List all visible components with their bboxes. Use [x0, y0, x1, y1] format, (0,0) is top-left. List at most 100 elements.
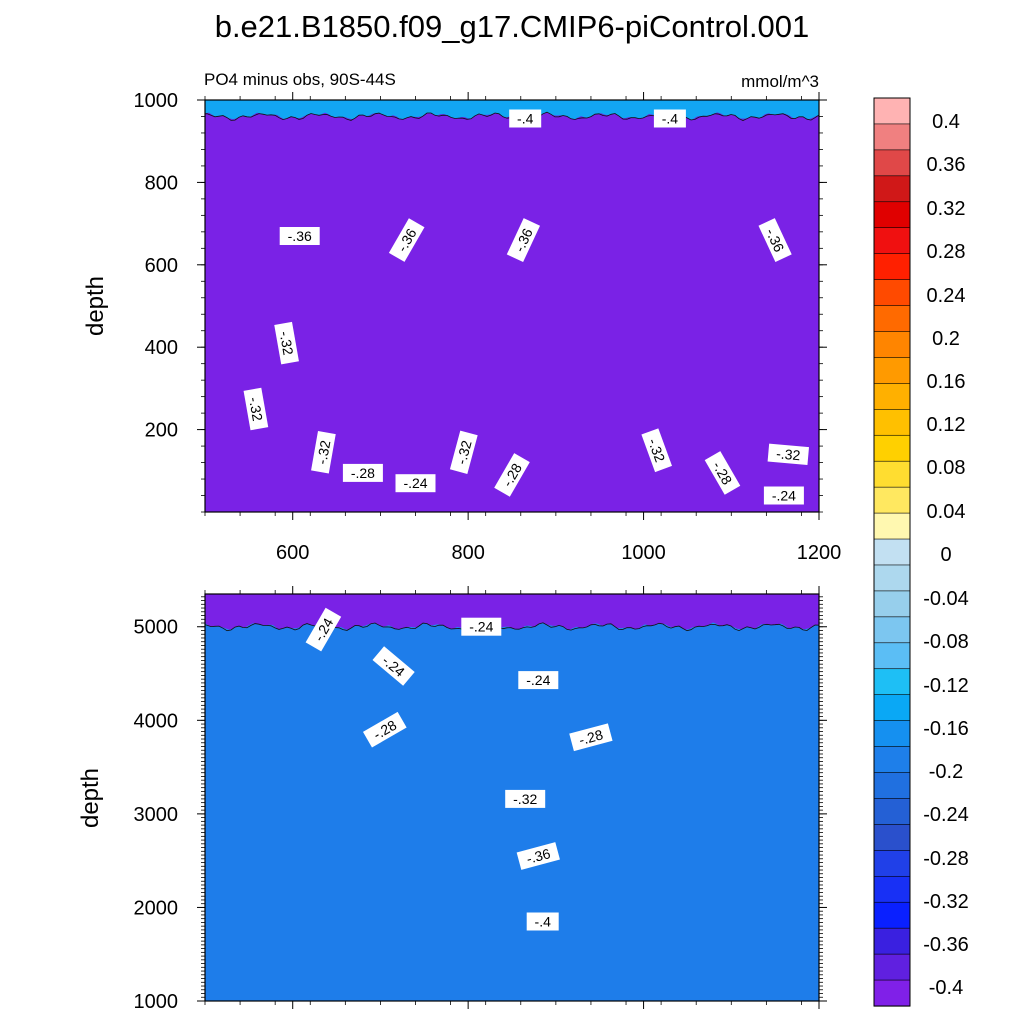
colorbar-label: 0.12	[927, 414, 966, 436]
colorbar-swatch	[873, 616, 911, 644]
contour-label-box	[505, 789, 546, 808]
upper-plot-frame	[204, 99, 820, 513]
colorbar-label: 0.24	[927, 285, 966, 307]
colorbar-swatch	[873, 331, 911, 359]
contour-label-box	[506, 218, 541, 263]
contour-label-text: -.32	[453, 438, 475, 466]
contour-label-text: -.36	[288, 228, 312, 244]
lower-y-tick-label: 1000	[134, 991, 179, 1013]
contour-label: -.24	[461, 617, 502, 636]
contour-label-box	[526, 912, 559, 931]
colorbar-swatch	[873, 850, 911, 877]
contour-label-box	[279, 227, 320, 245]
upper-y-axis-label: depth	[82, 276, 109, 336]
contour-label-box	[758, 218, 792, 263]
colorbar-label: -0.08	[923, 631, 969, 653]
colorbar-label: 0	[940, 544, 951, 566]
colorbar-swatch	[873, 512, 911, 540]
contour-label-text: -.24	[772, 488, 796, 504]
lower-contour-fill	[205, 594, 819, 1001]
contour-label-text: -.32	[645, 436, 668, 464]
lower-contour-band	[205, 622, 819, 1001]
colorbar-swatch	[873, 824, 911, 851]
contour-label-box	[372, 646, 415, 686]
contour-label-box	[569, 723, 613, 752]
contour-label-text: -.36	[525, 845, 553, 867]
colorbar-label: -0.12	[923, 675, 969, 697]
contour-label-box	[763, 486, 804, 505]
contour-label-box	[305, 607, 342, 652]
upper-contour-band	[205, 112, 819, 512]
contour-label-box	[274, 321, 299, 365]
contour-label: -.32	[243, 387, 269, 431]
contour-label-text: -.4	[535, 914, 552, 930]
colorbar-swatch	[873, 227, 911, 255]
contour-label-box	[342, 463, 383, 482]
contour-label-box	[767, 443, 810, 466]
contour-label-text: -.28	[577, 726, 605, 748]
contour-label-box	[653, 109, 686, 128]
colorbar-label: -0.2	[929, 761, 963, 783]
colorbar-label: -0.16	[923, 718, 969, 740]
colorbar-swatch	[873, 979, 911, 1007]
colorbar-swatch	[873, 97, 911, 125]
upper-subtitle-left: PO4 minus obs, 90S-44S	[204, 70, 396, 89]
colorbar-swatch	[873, 305, 911, 333]
colorbar-label: -0.4	[929, 977, 963, 999]
colorbar-label: 0.4	[932, 111, 960, 133]
lower-plot-frame	[204, 593, 820, 1002]
colorbar-label: -0.28	[923, 848, 969, 870]
contour-label-box	[388, 218, 425, 262]
colorbar-swatch	[873, 538, 911, 566]
colorbar-swatch	[873, 772, 911, 800]
lower-contour-line	[205, 622, 819, 632]
colorbar-swatch	[873, 279, 911, 307]
colorbar-swatch	[873, 175, 911, 203]
contour-label-box	[494, 453, 530, 497]
lower-y-tick-label: 3000	[134, 804, 179, 826]
upper-panel: 200 400 600 800 1000 600 800 1000 1200 -.24 -.24 -.…	[134, 90, 842, 564]
colorbar-swatch	[873, 123, 911, 151]
colorbar-swatch	[873, 564, 911, 592]
contour-label: -.32	[449, 430, 478, 474]
colorbar: 0.4 0.36 0.32 0.28 0.24 0.2 0.16 0.12 0.08 0.04 0 -…	[873, 97, 969, 1007]
upper-x-tick-label: 1200	[797, 542, 842, 564]
colorbar-frame	[873, 97, 911, 1007]
contour-label-box	[509, 109, 542, 128]
contour-label: -.4	[509, 109, 542, 128]
colorbar-swatch	[873, 409, 911, 436]
colorbar-label: 0.32	[927, 198, 966, 220]
colorbar-swatch	[873, 357, 911, 384]
colorbar-label: -0.24	[923, 804, 969, 826]
contour-label-box	[311, 431, 336, 474]
contour-label: -.32	[767, 443, 810, 466]
contour-label-text: -.32	[313, 439, 333, 466]
contour-label-box	[704, 451, 741, 495]
upper-y-tick-label: 800	[145, 172, 178, 194]
upper-contour-fill	[205, 100, 819, 512]
colorbar-label: -0.32	[923, 891, 969, 913]
contour-label: -.24	[763, 486, 804, 505]
colorbar-swatch	[873, 694, 911, 722]
colorbar-swatch	[873, 434, 911, 462]
contour-label: -.36	[279, 227, 320, 245]
colorbar-label: 0.16	[927, 371, 966, 393]
upper-y-tick-label: 200	[145, 420, 178, 442]
contour-label-box	[518, 671, 559, 690]
contour-label: -.32	[641, 428, 672, 473]
colorbar-swatch	[873, 383, 911, 410]
upper-x-tick-label: 600	[276, 542, 309, 564]
colorbar-label: 0.08	[927, 457, 966, 479]
contour-label-text: -.24	[469, 619, 493, 635]
colorbar-swatch	[873, 460, 911, 488]
colorbar-label: -0.04	[923, 588, 969, 610]
colorbar-label: 0.28	[927, 241, 966, 263]
colorbar-swatch	[873, 253, 911, 281]
colorbar-swatch	[873, 668, 911, 696]
contour-label: -.32	[505, 789, 546, 808]
colorbar-swatch	[873, 927, 911, 955]
colorbar-swatch	[873, 149, 911, 177]
contour-label: -.4	[526, 912, 559, 931]
contour-label-box	[362, 711, 407, 748]
contour-label-text: -.32	[246, 396, 266, 423]
